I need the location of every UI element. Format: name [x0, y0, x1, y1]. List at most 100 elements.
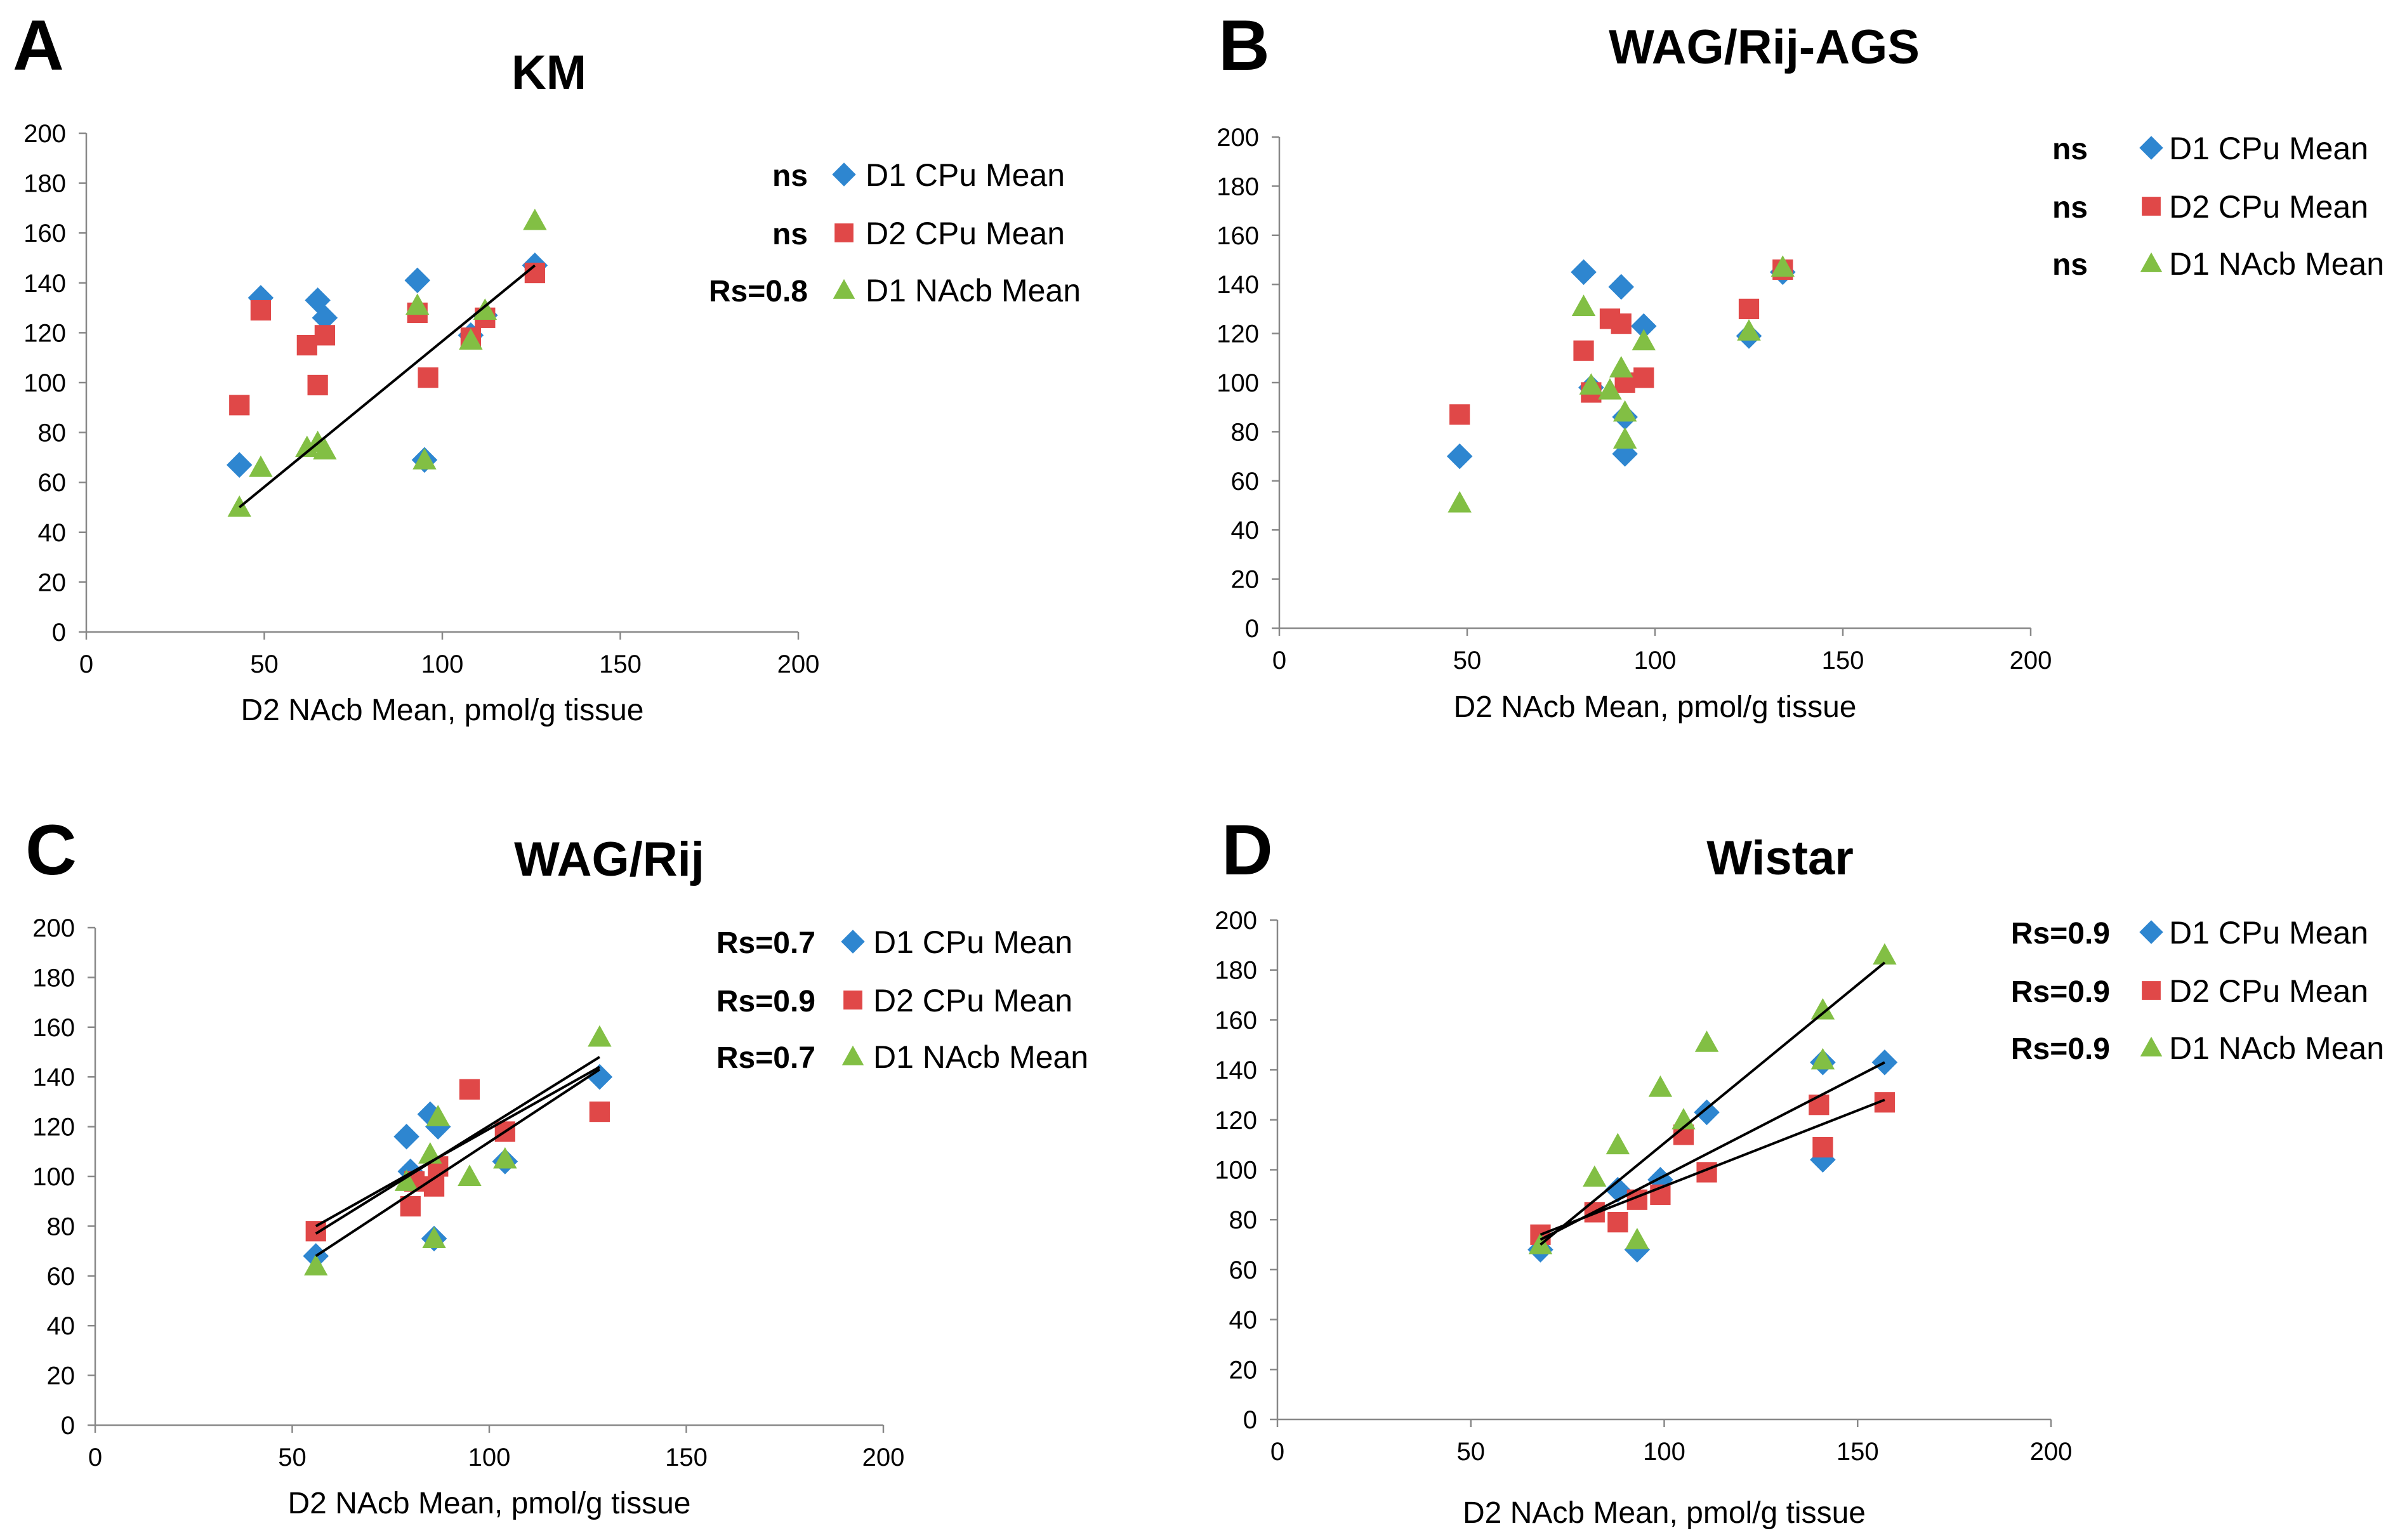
x-tick-label: 200	[862, 1444, 905, 1471]
legend: Rs=0.9 D1 CPu Mean Rs=0.9 D2 CPu Mean Rs=0.9…	[2011, 915, 2384, 1066]
y-tick-label: 20	[47, 1362, 76, 1390]
legend-label: D2 CPu Mean	[2169, 189, 2368, 225]
data-point-triangle	[1579, 373, 1604, 395]
data-point-square	[418, 367, 439, 388]
data-point-triangle	[1609, 356, 1633, 378]
y-tick-label: 0	[1243, 1406, 1257, 1434]
data-point-square	[229, 395, 250, 416]
data-point-triangle	[1873, 943, 1897, 965]
trend-line-d1-nacb-mean	[238, 264, 536, 509]
y-tick-label: 60	[1231, 468, 1260, 496]
x-tick-label: 0	[1272, 647, 1286, 675]
y-tick-label: 60	[47, 1263, 76, 1291]
data-point-triangle	[1632, 329, 1656, 351]
data-point-triangle	[422, 1227, 446, 1248]
series-d1-nacb-mean	[1447, 255, 1795, 513]
series-d2-cpu-mean	[305, 1079, 610, 1242]
panel-letter: B	[1218, 6, 1270, 85]
legend: Rs=0.7 D1 CPu Mean Rs=0.9 D2 CPu Mean Rs=0.7…	[716, 925, 1088, 1075]
data-point-square	[314, 325, 335, 346]
y-tick-label: 80	[1231, 418, 1260, 446]
y-tick-label: 20	[1231, 566, 1260, 594]
data-point-diamond	[1871, 1050, 1898, 1076]
data-point-triangle	[249, 455, 273, 477]
x-axis-title: D2 NAcb Mean, pmol/g tissue	[241, 694, 644, 727]
x-tick-label: 0	[79, 650, 93, 678]
y-tick-label: 180	[1217, 173, 1259, 201]
y-tick-label: 0	[1245, 615, 1259, 643]
y-tick-label: 100	[32, 1163, 75, 1191]
legend-marker-square	[2142, 981, 2161, 1000]
data-point-triangle	[426, 1105, 450, 1126]
legend-label: D2 CPu Mean	[2169, 973, 2368, 1009]
y-tick-label: 200	[1215, 907, 1257, 935]
correlation-stat: Rs=0.9	[2011, 1032, 2110, 1066]
data-point-square	[307, 374, 328, 396]
data-point-diamond	[1571, 259, 1597, 286]
trend-line-d2-cpu-mean	[1540, 1098, 1885, 1236]
legend-marker-diamond	[841, 930, 865, 954]
series-d1-nacb-mean	[304, 1025, 612, 1276]
data-point-triangle	[1571, 294, 1596, 317]
y-tick-label: 100	[1215, 1157, 1257, 1185]
x-tick-label: 150	[665, 1444, 708, 1471]
chart-panel-c: C WAG/Rij 0 20 40 60 80 100 120 140 160 180 200 0 50 10…	[25, 810, 1088, 1520]
correlation-stat: Rs=0.9	[716, 985, 815, 1018]
data-point-diamond	[1630, 313, 1657, 339]
x-tick-label: 150	[1822, 647, 1864, 675]
y-tick-label: 180	[32, 964, 75, 992]
legend-marker-diamond	[2139, 136, 2163, 160]
y-tick-label: 40	[47, 1312, 76, 1340]
data-point-triangle	[1810, 1048, 1835, 1070]
legend: ns D1 CPu Mean ns D2 CPu Mean Rs=0.8 D1 NAcb …	[709, 157, 1081, 308]
chart-title: WAG/Rij	[514, 833, 704, 886]
data-point-diamond	[393, 1124, 419, 1150]
series-d2-cpu-mean	[229, 262, 545, 416]
x-tick-label: 100	[421, 650, 464, 678]
data-point-diamond	[1810, 1147, 1836, 1173]
x-tick-label: 50	[1457, 1438, 1486, 1466]
y-tick-label: 200	[32, 914, 75, 942]
trend-line-d1-cpu-mean	[315, 1068, 600, 1258]
y-tick-label: 120	[1217, 320, 1259, 348]
y-tick-label: 40	[1231, 517, 1260, 544]
panel-letter: A	[13, 6, 64, 85]
y-tick-label: 80	[38, 419, 67, 447]
data-point-triangle	[1612, 400, 1637, 422]
data-point-square	[305, 1221, 326, 1242]
trend-line-d1-cpu-mean	[1540, 1061, 1885, 1241]
legend-label: D1 NAcb Mean	[866, 273, 1081, 308]
series-d1-nacb-mean	[1528, 943, 1897, 1254]
y-tick-label: 160	[1217, 222, 1259, 250]
data-point-triangle	[459, 328, 483, 350]
correlation-stat: ns	[772, 218, 808, 251]
y-tick-label: 60	[1229, 1256, 1258, 1284]
legend-marker-square	[843, 990, 862, 1010]
correlation-stat: Rs=0.8	[709, 275, 808, 308]
legend-label: D1 NAcb Mean	[2169, 246, 2384, 282]
chart-panel-d: D Wistar 0 20 40 60 80 100 120 140 160 180 200 0 50 100…	[1215, 810, 2384, 1530]
data-point-triangle	[412, 448, 437, 470]
y-tick-label: 120	[32, 1114, 75, 1142]
legend-marker-diamond	[2139, 920, 2163, 944]
data-point-diamond	[1624, 1237, 1651, 1263]
data-point-diamond	[312, 305, 338, 331]
data-point-square	[1573, 340, 1594, 361]
y-tick-label: 20	[38, 569, 67, 596]
x-tick-label: 150	[599, 650, 642, 678]
series-d1-cpu-mean	[1527, 1050, 1898, 1263]
y-tick-label: 180	[1215, 957, 1257, 985]
correlation-stat: ns	[772, 159, 808, 193]
chart-panel-b: B WAG/Rij-AGS 0 20 40 60 80 100 120 140 160 180 200 0…	[1217, 6, 2384, 724]
legend-label: D2 CPu Mean	[866, 216, 1065, 251]
data-point-triangle	[1625, 1227, 1649, 1249]
x-tick-label: 100	[1643, 1438, 1685, 1466]
series-d1-cpu-mean	[226, 253, 548, 478]
data-point-diamond	[404, 267, 431, 294]
data-point-triangle	[523, 208, 547, 230]
legend-label: D1 CPu Mean	[866, 157, 1065, 193]
data-point-triangle	[1612, 427, 1637, 449]
data-point-square	[459, 1079, 480, 1100]
y-tick-label: 60	[38, 469, 67, 497]
